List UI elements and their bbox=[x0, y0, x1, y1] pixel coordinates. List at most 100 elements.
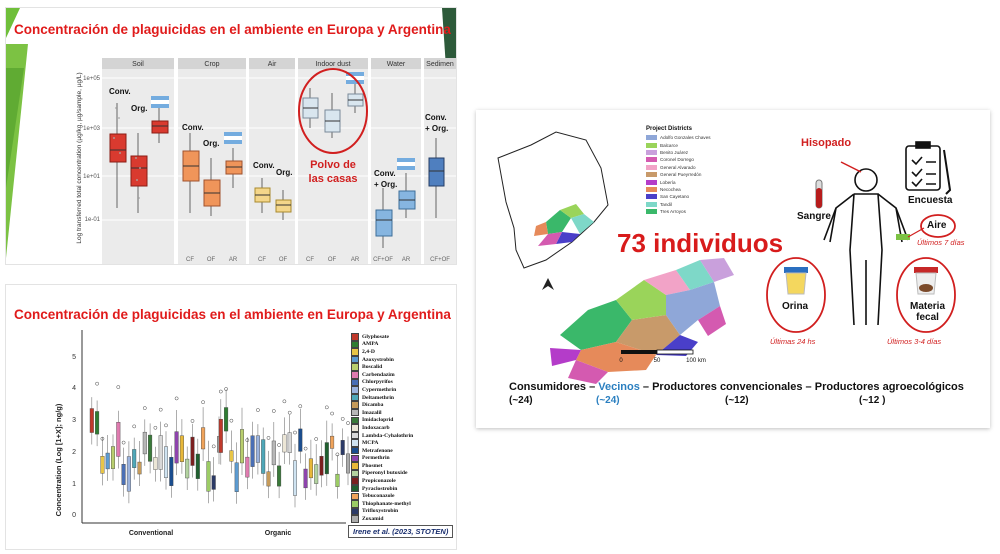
legend-label: Chlorpyrifos bbox=[362, 379, 393, 386]
legend-swatch bbox=[351, 408, 359, 417]
legend-item: Cypermethrin bbox=[351, 386, 455, 394]
outlier-point bbox=[266, 436, 271, 440]
legend-item: Dicamba bbox=[351, 401, 455, 409]
boxplot-box bbox=[137, 461, 142, 475]
svg-text:5: 5 bbox=[72, 354, 76, 361]
boxplot-box bbox=[245, 456, 250, 478]
boxplot-box bbox=[319, 455, 324, 476]
materia-circle bbox=[896, 257, 956, 333]
soil-boxes bbox=[109, 103, 169, 213]
outlier-point bbox=[314, 437, 319, 441]
hisopado-label: Hisopado bbox=[801, 137, 852, 149]
boxplot-box bbox=[303, 468, 308, 489]
svg-text:0: 0 bbox=[619, 358, 623, 364]
orina-note: Últimas 24 hs bbox=[770, 337, 816, 346]
sediment-conv-label: Conv. bbox=[425, 113, 447, 122]
outlier-point bbox=[190, 419, 195, 423]
boxplot-box bbox=[335, 473, 340, 487]
legend-swatch bbox=[351, 371, 359, 379]
legend-item: Indoxacarb bbox=[351, 424, 455, 432]
district-swatch bbox=[646, 172, 657, 178]
legend-label: Permethrin bbox=[362, 455, 390, 462]
panel-air-label: Air bbox=[268, 61, 277, 68]
district-swatch bbox=[646, 209, 657, 215]
legend-label: Azoxystrobin bbox=[362, 356, 394, 363]
svg-text:CF+OF: CF+OF bbox=[373, 257, 393, 263]
district-label: Coronel Dorrego bbox=[660, 157, 694, 163]
outlier-point bbox=[132, 424, 137, 429]
urine-cup-icon bbox=[784, 267, 808, 295]
boxplot-box bbox=[89, 408, 94, 433]
legend-item: AMPA bbox=[351, 340, 455, 349]
svg-text:2: 2 bbox=[72, 449, 76, 456]
legend-label: Pyraclostrobin bbox=[362, 485, 398, 492]
district-label: Tandil bbox=[660, 201, 673, 207]
legend-swatch bbox=[351, 348, 359, 356]
outlier-point bbox=[271, 409, 276, 413]
outlier-point bbox=[303, 446, 308, 451]
slide-study-design: 0 50 100 km bbox=[476, 110, 990, 428]
svg-text:50: 50 bbox=[654, 358, 661, 364]
district-label: Balcarce bbox=[660, 142, 678, 148]
svg-text:0: 0 bbox=[72, 512, 76, 519]
count-vecinos: (~24) bbox=[596, 395, 620, 406]
district-swatch bbox=[646, 157, 657, 163]
legend-item: Zoxamid bbox=[351, 515, 455, 523]
legend-swatch bbox=[351, 424, 359, 432]
orina-circle bbox=[766, 257, 826, 333]
scale-bar: 0 50 100 km bbox=[619, 349, 706, 364]
legend-item: Thiophanate-methyl bbox=[351, 500, 455, 508]
district-legend-item: General Alvarado bbox=[646, 164, 711, 171]
materia-label: Materia fecal bbox=[910, 301, 946, 323]
legend-item: Chlorpyrifos bbox=[351, 378, 455, 387]
encuesta-label: Encuesta bbox=[908, 195, 953, 206]
sediment-org-label: + Org. bbox=[425, 124, 448, 133]
boxplot-box bbox=[201, 427, 206, 450]
slide1-ylabel: Log transferred total concentration (µg/… bbox=[76, 72, 83, 243]
district-legend-item: Adolfo Gonzales Chaves bbox=[646, 134, 711, 141]
boxplot-box bbox=[121, 464, 126, 485]
legend-swatch bbox=[351, 386, 359, 394]
legend-swatch bbox=[351, 492, 359, 501]
legend-item: Carbendazim bbox=[351, 371, 455, 379]
district-legend-item: Coronel Dorrego bbox=[646, 156, 711, 163]
boxplot-box bbox=[110, 446, 115, 469]
dust-boxes bbox=[302, 83, 364, 138]
outlier-point bbox=[121, 440, 126, 445]
legend-swatch bbox=[351, 462, 359, 470]
district-swatch bbox=[646, 201, 657, 207]
district-legend-item: Tres Arroyos bbox=[646, 208, 711, 215]
legend-swatch bbox=[351, 439, 359, 447]
svg-text:AR: AR bbox=[402, 257, 411, 263]
outlier-point bbox=[245, 438, 250, 442]
district-swatch bbox=[646, 194, 657, 200]
province-outline bbox=[497, 131, 609, 269]
district-legend-item: General Pueyrredón bbox=[646, 171, 711, 178]
district-legend: Adolfo Gonzales Chaves Balcarce Benito Juá… bbox=[646, 134, 711, 215]
outlier-point bbox=[293, 430, 297, 435]
district-swatch bbox=[646, 186, 657, 192]
xlabel-conventional: Conventional bbox=[129, 530, 173, 537]
district-swatch bbox=[646, 135, 657, 141]
boxplot-box bbox=[330, 435, 335, 449]
boxplot-box bbox=[126, 456, 131, 492]
count-consumidores: (~24) bbox=[509, 395, 533, 406]
outlier-point bbox=[153, 425, 158, 430]
legend-label: Phosmet bbox=[362, 462, 383, 469]
legend-label: Boscalid bbox=[362, 364, 383, 371]
legend-item: 2,4-D bbox=[351, 348, 455, 356]
svg-text:3: 3 bbox=[72, 417, 76, 424]
outlier-point bbox=[142, 406, 147, 410]
boxplot-box bbox=[261, 439, 266, 474]
boxplot-box bbox=[324, 442, 329, 475]
fecal-cup-icon bbox=[914, 267, 938, 295]
ytick-3: 1e+01 bbox=[83, 174, 101, 180]
boxplot-box bbox=[142, 431, 147, 455]
svg-text:AR: AR bbox=[229, 257, 238, 263]
boxplot-box bbox=[340, 440, 345, 456]
soil-conv-label: Conv. bbox=[109, 87, 131, 96]
district-label: Adolfo Gonzales Chaves bbox=[660, 135, 711, 141]
boxplot-box bbox=[266, 471, 271, 487]
boxplot-box bbox=[163, 446, 168, 478]
boxplot-box bbox=[234, 462, 239, 492]
